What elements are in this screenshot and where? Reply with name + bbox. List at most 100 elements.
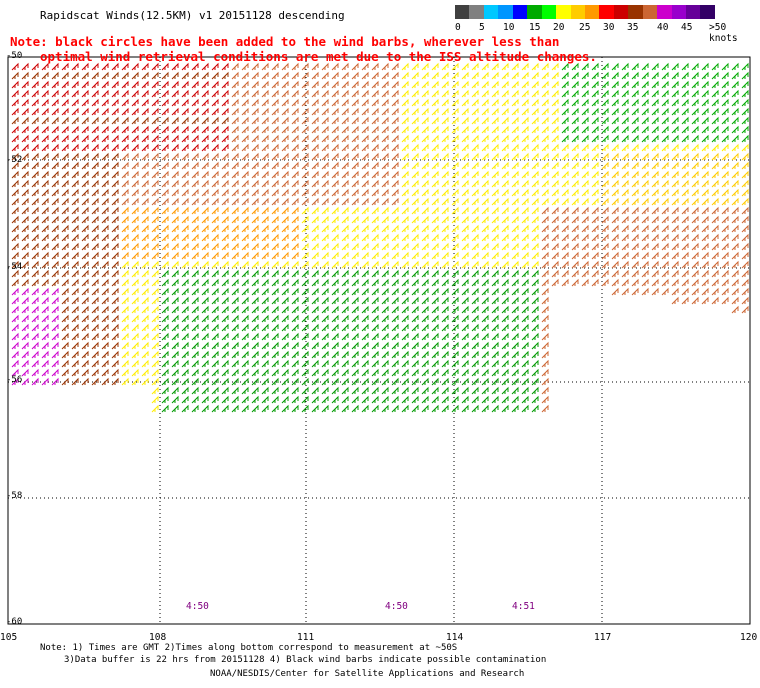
wind-barb [571, 251, 579, 260]
wind-barb [491, 98, 499, 107]
wind-barb [371, 71, 379, 80]
wind-barb [161, 368, 169, 377]
wind-barb [201, 233, 209, 242]
wind-barb [381, 323, 389, 332]
wind-barb [61, 377, 69, 386]
wind-barb [671, 80, 679, 89]
wind-barb [271, 359, 279, 368]
wind-barb [451, 188, 459, 197]
wind-barb [431, 197, 439, 206]
wind-barb [291, 323, 299, 332]
wind-barb [681, 89, 689, 98]
wind-barb [591, 179, 599, 188]
wind-barb [301, 404, 309, 413]
wind-barb [481, 323, 489, 332]
wind-barb [611, 179, 619, 188]
wind-barb [651, 179, 659, 188]
wind-barb [111, 107, 119, 116]
wind-barb [391, 350, 399, 359]
wind-barb [661, 62, 669, 71]
wind-barb [241, 314, 249, 323]
wind-barb [11, 296, 19, 305]
wind-barb [211, 224, 219, 233]
wind-barb [281, 287, 289, 296]
wind-barb [221, 242, 229, 251]
wind-barb [181, 368, 189, 377]
wind-barb [11, 287, 19, 296]
wind-barb [271, 251, 279, 260]
wind-barb [741, 296, 749, 305]
wind-barb [541, 206, 549, 215]
wind-barb [261, 395, 269, 404]
wind-barb [311, 161, 319, 170]
wind-barb [211, 179, 219, 188]
wind-barb [531, 341, 539, 350]
lat-label: -54 [6, 262, 23, 272]
wind-barb [611, 188, 619, 197]
wind-barb [351, 287, 359, 296]
wind-barb [81, 98, 89, 107]
wind-barb [371, 233, 379, 242]
wind-barb [461, 107, 469, 116]
wind-barb [191, 305, 199, 314]
wind-barb [431, 350, 439, 359]
wind-barb [611, 206, 619, 215]
wind-barb [341, 98, 349, 107]
wind-barb [441, 197, 449, 206]
wind-barb [461, 116, 469, 125]
wind-barb [61, 251, 69, 260]
wind-barb [351, 386, 359, 395]
wind-barb [281, 143, 289, 152]
wind-barb [511, 377, 519, 386]
wind-barb [311, 350, 319, 359]
wind-barb [331, 377, 339, 386]
wind-barb [701, 152, 709, 161]
wind-barb [541, 350, 549, 359]
wind-barb [41, 278, 49, 287]
wind-barb [641, 179, 649, 188]
wind-barb [421, 233, 429, 242]
wind-barb [721, 134, 729, 143]
wind-barb [51, 89, 59, 98]
wind-barb [441, 296, 449, 305]
wind-barb [481, 89, 489, 98]
legend-label: 35 [627, 22, 639, 33]
wind-barb [671, 188, 679, 197]
wind-barb [741, 278, 749, 287]
wind-barb [551, 170, 559, 179]
wind-barb [131, 206, 139, 215]
wind-barb [361, 179, 369, 188]
wind-barb [501, 116, 509, 125]
wind-barb [11, 80, 19, 89]
wind-barb [271, 278, 279, 287]
legend-swatch [671, 5, 686, 19]
wind-barb [461, 305, 469, 314]
wind-barb [271, 80, 279, 89]
wind-barb [471, 170, 479, 179]
legend-swatch [483, 5, 499, 19]
wind-barb [61, 98, 69, 107]
wind-barb [301, 206, 309, 215]
wind-barb [511, 80, 519, 89]
wind-barb [651, 80, 659, 89]
wind-barb [41, 323, 49, 332]
wind-barb [371, 125, 379, 134]
wind-barb [381, 332, 389, 341]
wind-barb [21, 116, 29, 125]
wind-barb [421, 314, 429, 323]
wind-barb [521, 341, 529, 350]
wind-barb [511, 278, 519, 287]
wind-barb [511, 179, 519, 188]
wind-barb [341, 314, 349, 323]
wind-barb [561, 215, 569, 224]
wind-barb [61, 323, 69, 332]
wind-barb [81, 359, 89, 368]
wind-barb [41, 350, 49, 359]
wind-barb [471, 260, 479, 269]
wind-barb [271, 395, 279, 404]
wind-barb [351, 269, 359, 278]
wind-barb [411, 179, 419, 188]
wind-barb [231, 305, 239, 314]
wind-barb [191, 350, 199, 359]
wind-barb [631, 161, 639, 170]
